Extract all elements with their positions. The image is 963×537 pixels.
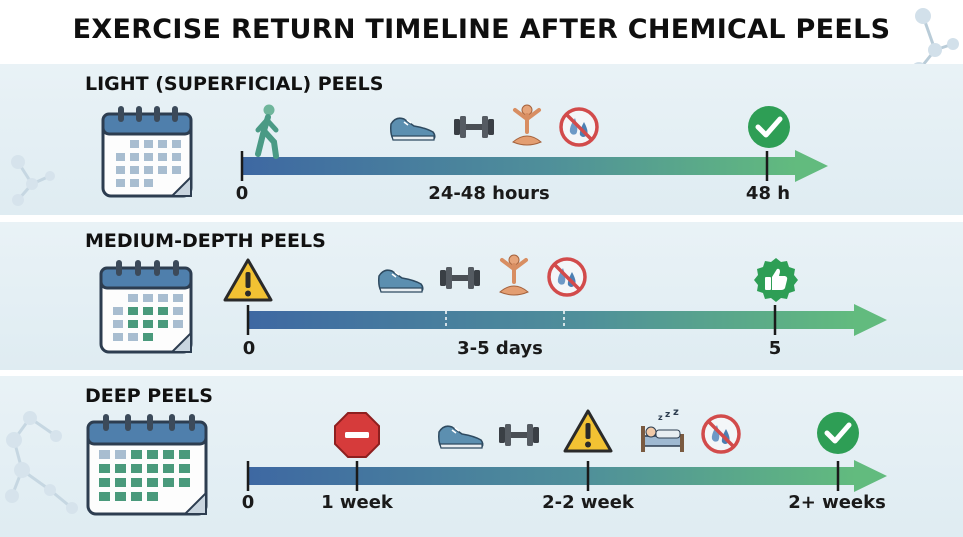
molecule-decoration-icon (11, 155, 55, 206)
timeline-arrow (240, 150, 828, 182)
sneaker-icon (390, 117, 436, 141)
calendar-icon (86, 414, 208, 516)
checkmark-icon (748, 106, 790, 148)
yoga-icon (499, 254, 529, 296)
no-sweat-icon (701, 414, 741, 454)
tick-label-start: 0 (241, 492, 255, 513)
sneaker-icon (438, 425, 484, 449)
tick-label-start: 0 (235, 183, 249, 204)
thumbs-up-icon (754, 258, 798, 302)
section-label-deep: DEEP PEELS (85, 385, 213, 407)
warning-icon (223, 258, 273, 302)
timeline-arrow (246, 460, 887, 492)
section-label-light: LIGHT (SUPERFICIAL) PEELS (85, 73, 384, 95)
no-sweat-icon (559, 107, 599, 147)
yoga-icon (512, 104, 542, 146)
dumbbell-icon (499, 424, 539, 446)
svg-text:z: z (673, 407, 679, 418)
timeline-arrow (246, 304, 887, 336)
tick-label-middle: 3-5 days (457, 338, 543, 359)
tick-label-end: 48 h (745, 183, 791, 204)
no-sweat-icon (547, 257, 587, 297)
svg-text:z: z (665, 410, 670, 420)
page-title: EXERCISE RETURN TIMELINE AFTER CHEMICAL … (72, 14, 891, 45)
calendar-icon (99, 260, 193, 354)
calendar-icon (101, 106, 193, 198)
checkmark-icon (817, 412, 859, 454)
sneaker-icon (378, 269, 424, 293)
svg-text:z: z (658, 413, 663, 422)
walking-person-icon (255, 104, 279, 159)
sleeping-icon: z z z (641, 407, 684, 452)
tick-label-middle: 24-48 hours (428, 183, 550, 204)
dumbbell-icon (440, 267, 480, 289)
tick-label-end: 2+ weeks (788, 492, 886, 513)
warning-icon (563, 409, 613, 453)
tick-label-first: 1 week (321, 492, 393, 513)
tick-label-start: 0 (242, 338, 256, 359)
molecule-decoration-icon (5, 411, 78, 514)
stop-icon (334, 412, 380, 458)
section-label-medium: MEDIUM-DEPTH PEELS (85, 230, 326, 252)
dumbbell-icon (454, 116, 494, 138)
tick-label-middle: 2-2 week (542, 492, 634, 513)
tick-label-end: 5 (768, 338, 782, 359)
